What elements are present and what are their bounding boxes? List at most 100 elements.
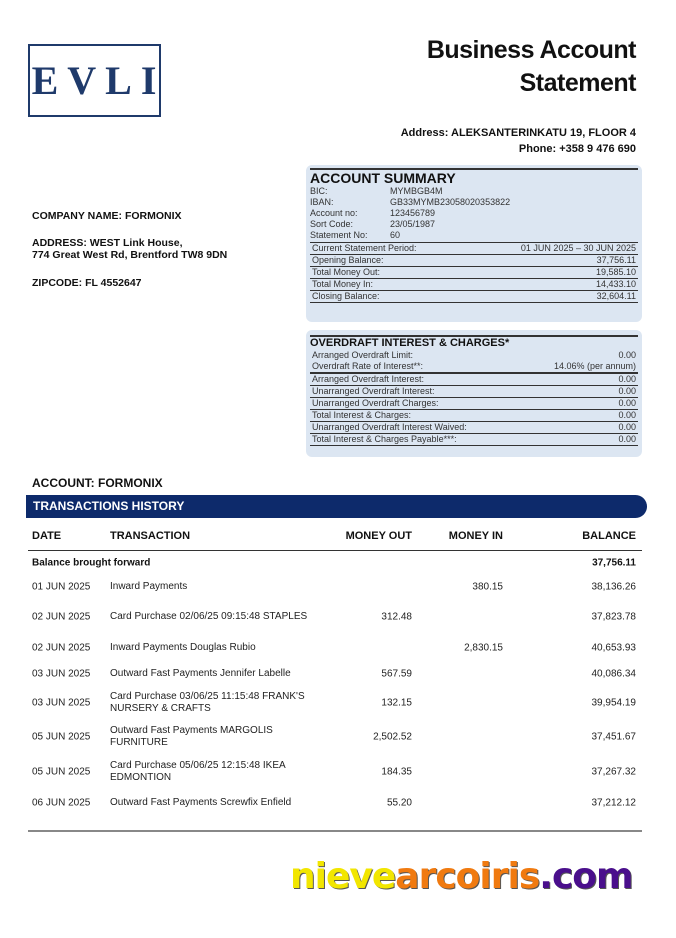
overdraft-item-label: Overdraft Rate of Interest**: [312, 361, 424, 371]
cell-desc: Outward Fast Payments Jennifer Labelle [110, 668, 291, 679]
summary-line-label: Closing Balance: [312, 291, 380, 301]
overdraft-line-value: 0.00 [618, 410, 636, 420]
summary-detail: IBAN: GB33MYMB23058020353822 [310, 197, 638, 208]
overdraft-line: Unarranged Overdraft Interest Waived: 0.0… [310, 421, 638, 433]
col-transaction: TRANSACTION [110, 530, 191, 542]
cell-date: 03 JUN 2025 [32, 697, 91, 709]
bank-phone: Phone: +358 9 476 690 [518, 143, 636, 155]
cell-in: 2,830.15 [464, 642, 503, 654]
summary-detail-label: BIC: [310, 186, 328, 196]
col-money-in: MONEY IN [448, 530, 503, 542]
page-title: Business Account Statement [426, 34, 637, 100]
cell-in: 380.15 [472, 581, 503, 593]
col-balance: BALANCE [582, 530, 636, 542]
cell-date: 03 JUN 2025 [32, 668, 91, 680]
account-summary-title: ACCOUNT SUMMARY [310, 168, 638, 186]
cell-desc: Card Purchase 03/06/25 11:15:48 FRANK'S … [110, 691, 305, 714]
cell-out: 2,502.52 [373, 731, 412, 743]
cell-bal: 37,267.32 [591, 766, 637, 778]
summary-line-label: Total Money Out: [312, 267, 381, 277]
cell-bal: 40,086.34 [591, 668, 637, 680]
summary-detail-label: Statement No: [310, 230, 368, 240]
overdraft-item: Overdraft Rate of Interest**: 14.06% (per… [310, 361, 638, 373]
watermark-part-3: .com [539, 856, 633, 897]
cell-desc: Card Purchase 05/06/25 12:15:48 IKEA EDM… [110, 760, 286, 783]
evli-logo: EVLI [28, 44, 161, 117]
summary-detail-value: 123456789 [390, 208, 436, 218]
summary-detail-value: 23/05/1987 [390, 219, 436, 229]
cell-date: 05 JUN 2025 [32, 731, 91, 743]
summary-detail: Account no: 123456789 [310, 208, 638, 219]
brought-forward-label: Balance brought forward [32, 557, 151, 569]
overdraft-line: Total Interest & Charges Payable***: 0.00 [310, 433, 638, 446]
cell-bal: 38,136.26 [591, 581, 637, 593]
cell-bal: 39,954.19 [591, 697, 637, 709]
overdraft-line-value: 0.00 [618, 422, 636, 432]
summary-line-value: 37,756.11 [596, 255, 636, 265]
summary-detail-value: 60 [390, 230, 401, 240]
cell-desc: Outward Fast Payments MARGOLIS FURNITURE [110, 725, 273, 748]
company-address-2: 774 Great West Rd, Brentford TW8 9DN [32, 249, 228, 261]
watermark: nievearcoiris.com [290, 856, 634, 897]
overdraft-line-value: 0.00 [618, 386, 636, 396]
watermark-part-2: arcoiris [395, 856, 540, 897]
summary-line: Opening Balance: 37,756.11 [310, 254, 638, 266]
summary-detail-label: Account no: [310, 208, 358, 218]
cell-desc: Card Purchase 02/06/25 09:15:48 STAPLES [110, 611, 308, 622]
summary-line: Closing Balance: 32,604.11 [310, 290, 638, 303]
overdraft-line: Arranged Overdraft Interest: 0.00 [310, 373, 638, 385]
transactions-history-header: TRANSACTIONS HISTORY [26, 495, 647, 518]
overdraft-line-label: Unarranged Overdraft Charges: [312, 398, 439, 408]
cell-date: 06 JUN 2025 [32, 797, 91, 809]
cell-date: 05 JUN 2025 [32, 766, 91, 778]
overdraft-line-label: Unarranged Overdraft Interest Waived: [312, 422, 467, 432]
cell-out: 132.15 [381, 697, 412, 709]
cell-bal: 37,823.78 [591, 611, 637, 623]
overdraft-item: Arranged Overdraft Limit: 0.00 [310, 350, 638, 361]
overdraft-item-label: Arranged Overdraft Limit: [312, 350, 414, 360]
overdraft-line-value: 0.00 [618, 374, 636, 384]
summary-line-value: 14,433.10 [595, 279, 636, 289]
summary-line-value: 32,604.11 [596, 291, 636, 301]
summary-line: Total Money In: 14,433.10 [310, 278, 638, 290]
summary-line-label: Current Statement Period: [312, 243, 417, 253]
cell-desc: Outward Fast Payments Screwfix Enfield [110, 797, 292, 808]
account-label: ACCOUNT: FORMONIX [32, 476, 163, 490]
cell-out: 312.48 [381, 611, 412, 623]
overdraft-line: Unarranged Overdraft Interest: 0.00 [310, 385, 638, 397]
overdraft-title: OVERDRAFT INTEREST & CHARGES* [310, 335, 638, 350]
col-date: DATE [32, 530, 62, 542]
summary-detail: BIC: MYMBGB4M [310, 186, 638, 197]
header-divider [28, 550, 642, 551]
title-line-2: Statement [519, 69, 637, 97]
overdraft-line-label: Arranged Overdraft Interest: [312, 374, 425, 384]
summary-detail: Statement No: 60 [310, 230, 638, 241]
company-zipcode: ZIPCODE: FL 4552647 [32, 277, 142, 289]
summary-line-label: Total Money In: [312, 279, 374, 289]
summary-detail-label: IBAN: [310, 197, 334, 207]
overdraft-line-label: Unarranged Overdraft Interest: [312, 386, 435, 396]
summary-line: Current Statement Period: 01 JUN 2025 – 3… [310, 242, 638, 254]
overdraft-line-label: Total Interest & Charges Payable***: [312, 434, 457, 444]
overdraft-line: Total Interest & Charges: 0.00 [310, 409, 638, 421]
watermark-part-1: nieve [290, 856, 396, 897]
cell-out: 567.59 [381, 668, 412, 680]
company-address-1: ADDRESS: WEST Link House, [32, 237, 183, 249]
title-line-1: Business Account [426, 36, 637, 64]
cell-desc: Inward Payments [110, 581, 188, 592]
table-bottom-divider [28, 830, 642, 832]
summary-detail-label: Sort Code: [310, 219, 354, 229]
cell-bal: 37,212.12 [591, 797, 637, 809]
brought-forward-balance: 37,756.11 [592, 557, 636, 569]
overdraft-line-label: Total Interest & Charges: [312, 410, 412, 420]
cell-date: 02 JUN 2025 [32, 642, 91, 654]
summary-line: Total Money Out: 19,585.10 [310, 266, 638, 278]
cell-date: 01 JUN 2025 [32, 581, 91, 593]
overdraft-item-value: 14.06% (per annum) [553, 361, 636, 371]
overdraft-line-value: 0.00 [618, 398, 636, 408]
bank-address: Address: ALEKSANTERINKATU 19, FLOOR 4 [400, 127, 636, 139]
col-money-out: MONEY OUT [345, 530, 412, 542]
overdraft-item-value: 0.00 [618, 350, 636, 360]
summary-detail-value: GB33MYMB23058020353822 [390, 197, 511, 207]
cell-out: 55.20 [386, 797, 412, 809]
